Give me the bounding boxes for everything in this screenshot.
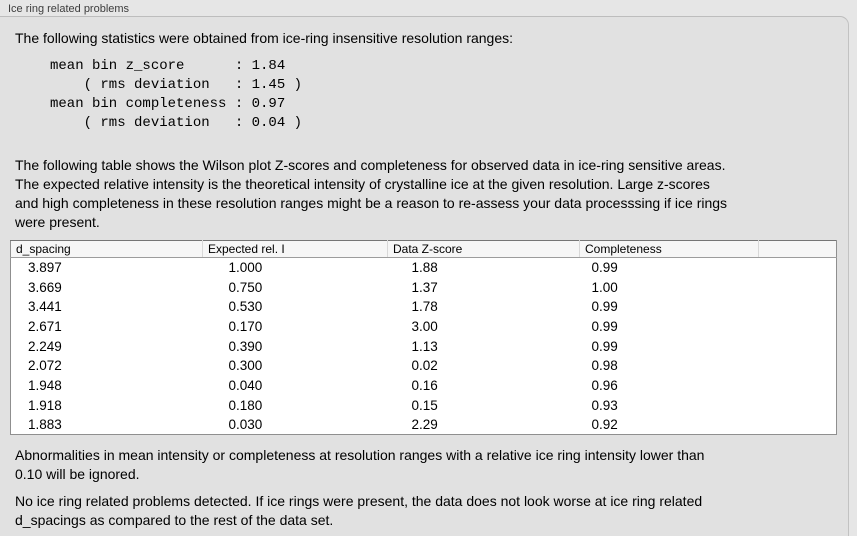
column-header-d-spacing[interactable]: d_spacing — [10, 240, 203, 258]
table-row[interactable]: 1.948 0.040 0.16 0.96 — [11, 376, 837, 396]
table-row[interactable]: 2.671 0.170 3.00 0.99 — [11, 317, 837, 337]
cell-empty — [759, 277, 837, 297]
cell-expected-rel-i: 0.530 — [228, 299, 263, 315]
groupbox-title: Ice ring related problems — [8, 3, 130, 15]
cell-expected-rel-i: 0.030 — [228, 417, 263, 433]
cell-d-spacing: 3.897 — [28, 260, 62, 276]
cell-empty — [759, 356, 837, 376]
cell-data-z-score: 1.37 — [411, 279, 438, 295]
cell-d-spacing: 2.072 — [28, 358, 62, 374]
cell-completeness: 0.99 — [591, 260, 618, 276]
table-row[interactable]: 3.897 1.000 1.88 0.99 — [11, 258, 837, 278]
cell-data-z-score: 2.29 — [411, 417, 438, 433]
table-row[interactable]: 1.883 0.030 2.29 0.92 — [11, 415, 837, 435]
cell-data-z-score: 0.15 — [411, 397, 438, 413]
cell-data-z-score: 1.13 — [411, 338, 438, 354]
cell-expected-rel-i: 1.000 — [228, 260, 263, 276]
cell-completeness: 0.96 — [591, 377, 618, 393]
column-header-expected-rel-i[interactable]: Expected rel. I — [202, 240, 388, 258]
cell-empty — [759, 317, 837, 337]
conclusion-text: No ice ring related problems detected. I… — [15, 493, 703, 529]
cell-expected-rel-i: 0.180 — [228, 397, 263, 413]
cell-d-spacing: 3.669 — [28, 279, 62, 295]
column-header-empty[interactable] — [758, 240, 837, 258]
cell-completeness: 1.00 — [591, 279, 618, 295]
table-row[interactable]: 3.441 0.530 1.78 0.99 — [11, 297, 837, 317]
cell-empty — [759, 258, 837, 278]
cell-d-spacing: 1.918 — [28, 397, 62, 413]
table-row[interactable]: 1.918 0.180 0.15 0.93 — [11, 395, 837, 415]
column-header-completeness[interactable]: Completeness — [579, 240, 759, 258]
cell-empty — [759, 415, 837, 435]
cell-expected-rel-i: 0.750 — [228, 279, 263, 295]
ignore-threshold-note: Abnormalities in mean intensity or compl… — [15, 447, 705, 483]
cell-completeness: 0.99 — [591, 299, 618, 315]
column-header-data-z-score[interactable]: Data Z-score — [387, 240, 580, 258]
cell-d-spacing: 3.441 — [28, 299, 62, 315]
table-row[interactable]: 3.669 0.750 1.37 1.00 — [11, 277, 837, 297]
cell-expected-rel-i: 0.390 — [228, 338, 263, 354]
cell-data-z-score: 0.16 — [411, 377, 438, 393]
table-row[interactable]: 2.249 0.390 1.13 0.99 — [11, 336, 837, 356]
cell-completeness: 0.99 — [591, 318, 618, 334]
cell-completeness: 0.92 — [591, 417, 618, 433]
cell-data-z-score: 0.02 — [411, 358, 438, 374]
cell-empty — [759, 297, 837, 317]
cell-empty — [759, 336, 837, 356]
cell-completeness: 0.99 — [591, 338, 618, 354]
cell-data-z-score: 1.88 — [411, 260, 438, 276]
ice-ring-table: d_spacing Expected rel. I Data Z-score C… — [10, 240, 837, 436]
table-row[interactable]: 2.072 0.300 0.02 0.98 — [11, 356, 837, 376]
cell-empty — [759, 376, 837, 396]
cell-d-spacing: 1.883 — [28, 417, 62, 433]
table-header-row: d_spacing Expected rel. I Data Z-score C… — [10, 240, 837, 258]
cell-d-spacing: 2.249 — [28, 338, 62, 354]
cell-empty — [759, 395, 837, 415]
cell-expected-rel-i: 0.040 — [228, 377, 263, 393]
cell-completeness: 0.93 — [591, 397, 618, 413]
intro-text: The following statistics were obtained f… — [15, 30, 514, 46]
cell-data-z-score: 3.00 — [411, 318, 438, 334]
cell-data-z-score: 1.78 — [411, 299, 438, 315]
cell-d-spacing: 2.671 — [28, 318, 62, 334]
cell-completeness: 0.98 — [591, 358, 618, 374]
table-description: The following table shows the Wilson plo… — [15, 157, 728, 230]
cell-expected-rel-i: 0.170 — [228, 318, 263, 334]
stats-summary-block: mean bin z_score : 1.84 ( rms deviation … — [50, 58, 303, 131]
cell-d-spacing: 1.948 — [28, 377, 62, 393]
cell-expected-rel-i: 0.300 — [228, 358, 263, 374]
ice-ring-panel: The following statistics were obtained f… — [0, 16, 849, 536]
